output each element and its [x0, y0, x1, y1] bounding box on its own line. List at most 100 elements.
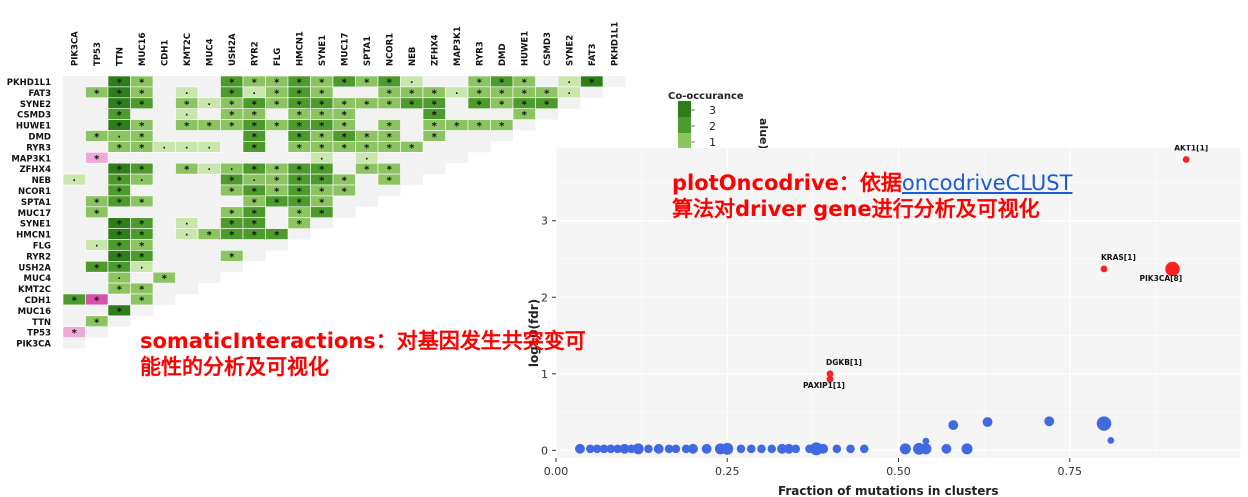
scatter-point — [1044, 416, 1055, 427]
heatmap-cell — [468, 130, 491, 142]
x-tick-label: 0.25 — [715, 465, 740, 478]
heatmap-cell — [198, 174, 221, 185]
heatmap-cell-marker: * — [387, 99, 393, 110]
heatmap-cell-marker: * — [477, 88, 483, 99]
scatter-point — [575, 443, 585, 454]
heatmap-cell-marker: * — [117, 99, 123, 110]
oncodriveclust-link[interactable]: oncodriveCLUST — [901, 171, 1073, 195]
heatmap-cell-marker: * — [94, 154, 100, 165]
heatmap-column-label: TTN — [115, 47, 125, 66]
heatmap-cell — [175, 76, 198, 87]
heatmap-column-label: NEB — [408, 47, 418, 66]
heatmap-cell-marker: * — [94, 197, 100, 208]
scatter-point — [818, 443, 829, 454]
heatmap-cell — [198, 195, 221, 207]
heatmap-cell-marker: * — [297, 132, 303, 143]
heatmap-cell-marker: * — [274, 88, 280, 99]
heatmap-cell-marker: * — [342, 143, 348, 154]
heatmap-cell — [85, 217, 108, 229]
heatmap-row-label: MUC4 — [23, 274, 51, 284]
scatter-point-significant — [1100, 265, 1108, 273]
heatmap-cell-marker: * — [117, 241, 123, 252]
heatmap-cell — [423, 141, 446, 153]
heatmap-cell — [153, 250, 176, 262]
heatmap-cell-marker: * — [252, 230, 258, 241]
scatter-point — [846, 444, 855, 454]
heatmap-row-label: TP53 — [27, 329, 51, 339]
heatmap-cell — [108, 206, 131, 218]
heatmap-cell-marker: * — [477, 99, 483, 110]
heatmap-cell — [512, 108, 536, 120]
heatmap-cell — [355, 86, 378, 98]
heatmap-column-label: SPTA1 — [363, 36, 373, 66]
heatmap-cell — [535, 76, 558, 87]
heatmap-cell-marker: * — [319, 88, 325, 99]
heatmap-column-labels: PIK3CA TP53 TTN MUC16 CDH1 KMT2C MUC4 USH2A RYR2… — [70, 22, 620, 66]
heatmap-cell — [153, 294, 176, 305]
heatmap-cell-marker: * — [117, 143, 123, 154]
heatmap-cell — [63, 228, 86, 240]
scatter-point — [585, 444, 595, 454]
heatmap-column-label: HMCN1 — [295, 31, 305, 66]
heatmap-cell-marker: * — [387, 88, 393, 99]
heatmap-cell-marker: * — [297, 165, 303, 176]
scatter-point — [757, 444, 766, 454]
heatmap-cell — [85, 141, 108, 153]
heatmap-column-label: RYR3 — [475, 41, 485, 66]
heatmap-cell — [332, 184, 356, 197]
heatmap-cell — [130, 185, 153, 196]
heatmap-cell-marker: * — [117, 176, 123, 187]
somatic-annotation-line2: 能性的分析及可视化 — [140, 355, 329, 380]
heatmap-row-label: HUWE1 — [16, 122, 51, 132]
heatmap-cell — [535, 108, 558, 120]
heatmap-cell — [175, 206, 198, 218]
legend-title: Co-occurance — [668, 91, 744, 102]
heatmap-cell — [153, 152, 176, 164]
heatmap-column-label: USH2A — [228, 33, 238, 66]
heatmap-cell-marker: * — [274, 99, 280, 110]
heatmap-cell — [153, 119, 176, 131]
heatmap-cell-marker: * — [117, 197, 123, 208]
heatmap-cell — [153, 97, 176, 109]
heatmap-cell — [198, 250, 221, 262]
heatmap-cell-marker: * — [342, 99, 348, 110]
heatmap-column-label: SYNE2 — [565, 35, 575, 66]
heatmap-cell — [535, 97, 559, 110]
heatmap-cell-marker: * — [252, 121, 258, 132]
heatmap-row-labels: PKHD1L1FAT3SYNE2CSMD3HUWE1DMDRYR3MAP3K1Z… — [7, 78, 52, 350]
heatmap-column-label: ZFHX4 — [430, 34, 440, 66]
heatmap-cell — [130, 108, 153, 120]
heatmap-cell-marker: * — [432, 110, 438, 121]
x-tick-label: 0.75 — [1058, 465, 1083, 478]
heatmap-cell — [85, 185, 108, 196]
heatmap-cell — [63, 250, 86, 262]
heatmap-cell-marker: * — [72, 295, 78, 306]
heatmap-cell-marker: * — [297, 186, 303, 197]
heatmap-cell-marker: · — [230, 166, 233, 176]
heatmap-cell-marker: * — [117, 110, 123, 121]
heatmap-cell — [198, 261, 221, 273]
scatter-point — [767, 444, 777, 454]
heatmap-cell-marker: * — [274, 176, 280, 187]
legend-swatches: 3 2 1 — [678, 101, 716, 149]
heatmap-row-label: MUC17 — [18, 209, 52, 219]
heatmap-cell-marker: * — [499, 99, 505, 110]
heatmap-cell — [220, 239, 243, 251]
heatmap-cell — [400, 119, 423, 131]
heatmap-cell — [175, 195, 198, 207]
heatmap-cell — [153, 239, 176, 251]
heatmap-cell — [198, 239, 221, 251]
heatmap-cell — [422, 130, 446, 142]
heatmap-cell-marker: * — [319, 165, 325, 176]
y-tick-label: 2 — [541, 291, 548, 304]
heatmap-row-label: SPTA1 — [21, 198, 51, 208]
heatmap-cell-marker: * — [499, 88, 505, 99]
heatmap-cell-marker: * — [387, 176, 393, 187]
heatmap-column-label: CSMD3 — [543, 32, 553, 66]
heatmap-cell-marker: * — [297, 99, 303, 110]
heatmap-cell — [108, 315, 131, 327]
heatmap-cell — [400, 163, 423, 175]
heatmap-cell — [63, 108, 86, 120]
heatmap-cell — [63, 97, 86, 109]
heatmap-cell — [197, 141, 221, 153]
